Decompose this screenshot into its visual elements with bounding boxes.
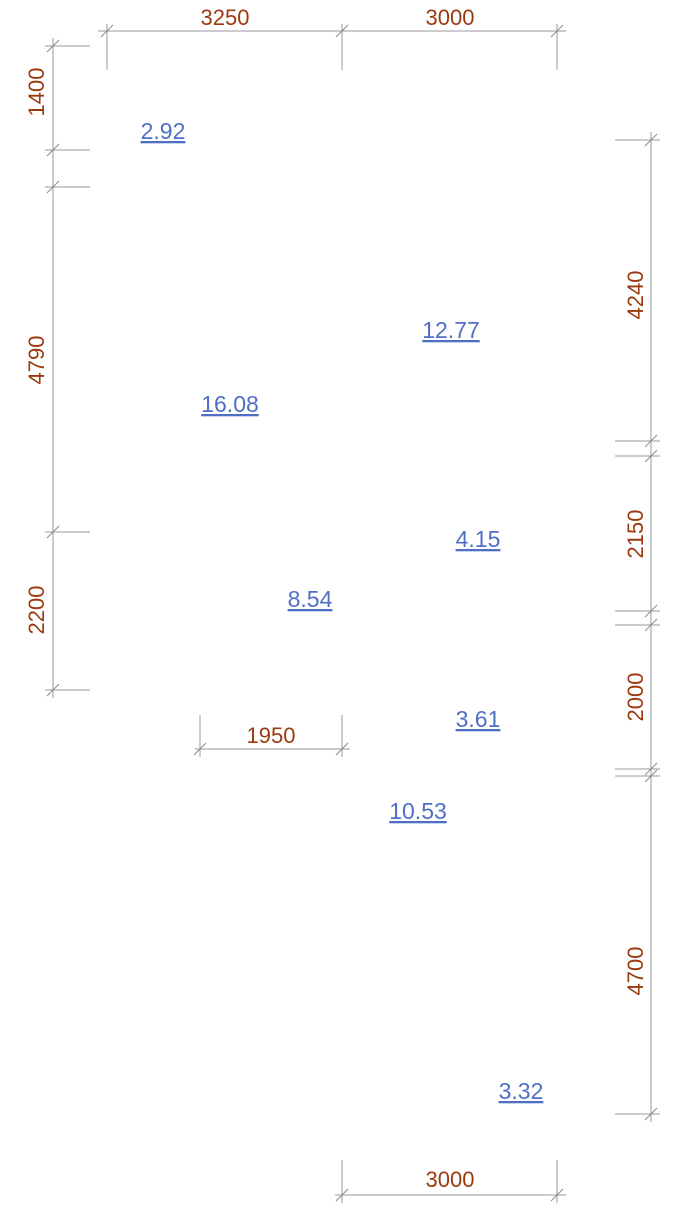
dim-right-2: 2150 (623, 510, 648, 559)
dim-left-1: 1400 (24, 68, 49, 117)
dim-left-2: 4790 (24, 336, 49, 385)
dim-top-2: 3000 (426, 5, 475, 30)
top-dimension-chain: 3250 3000 (98, 5, 566, 70)
dim-middle: 1950 (247, 723, 296, 748)
room-area-7[interactable]: 10.53 (389, 798, 447, 824)
dim-bottom: 3000 (426, 1167, 475, 1192)
room-area-4[interactable]: 4.15 (456, 526, 501, 552)
room-area-1[interactable]: 2.92 (141, 118, 186, 144)
room-area-3[interactable]: 16.08 (201, 391, 259, 417)
room-area-5[interactable]: 8.54 (288, 586, 333, 612)
left-dimension-chain: 1400 4790 2200 (24, 38, 90, 698)
bottom-dimension: 3000 (335, 1160, 566, 1203)
room-area-labels: 2.92 12.77 16.08 4.15 8.54 3.61 10.53 3.… (141, 118, 544, 1104)
dim-right-3: 2000 (623, 673, 648, 722)
room-area-2[interactable]: 12.77 (422, 317, 480, 343)
dim-left-3: 2200 (24, 586, 49, 635)
right-dimension-chain: 4240 2150 2000 4700 (615, 132, 660, 1122)
dim-right-4: 4700 (623, 947, 648, 996)
room-area-8[interactable]: 3.32 (499, 1078, 544, 1104)
dim-top-1: 3250 (201, 5, 250, 30)
room-area-6[interactable]: 3.61 (456, 706, 501, 732)
dim-right-1: 4240 (623, 271, 648, 320)
middle-dimension: 1950 (193, 715, 350, 757)
